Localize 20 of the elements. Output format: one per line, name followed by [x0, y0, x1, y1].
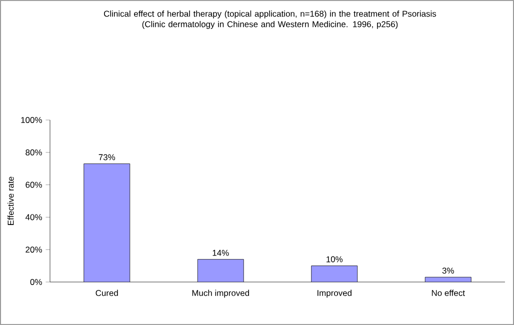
y-tick-label: 100% — [21, 117, 42, 123]
bar — [198, 259, 244, 282]
data-label: 3% — [442, 268, 454, 274]
y-axis-title: Effective rate — [8, 176, 14, 225]
y-tick-label: 40% — [25, 214, 42, 220]
data-label: 73% — [98, 154, 116, 160]
y-tick-label: 20% — [26, 246, 42, 253]
x-tick-label: No effect — [432, 290, 465, 296]
x-tick-label: Much improved — [192, 290, 250, 298]
bar — [311, 266, 358, 282]
bar — [84, 164, 130, 282]
chart-subtitle: (Clinic dermatology in Chinese and Western Medicine. 1996, p256) — [142, 20, 398, 29]
y-tick-label: 60% — [26, 182, 42, 188]
chart-title: Clinical effect of herbal therapy (topical application, n=168) in the treatment of Psoriasis — [104, 10, 436, 18]
y-tick-label: 0% — [30, 279, 42, 285]
data-label: 14% — [212, 250, 229, 256]
data-label: 10% — [326, 256, 343, 262]
x-tick-label: Improved — [318, 290, 352, 298]
x-tick-label: Cured — [96, 290, 118, 296]
y-tick-label: 80% — [26, 149, 42, 156]
